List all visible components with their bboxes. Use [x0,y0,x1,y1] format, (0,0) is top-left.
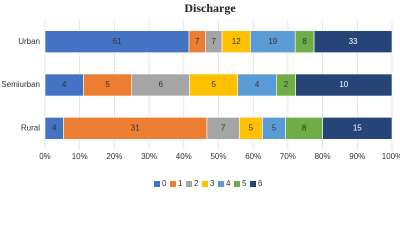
legend-label: 6 [258,179,263,188]
data-label: 5 [249,123,254,132]
data-label: 8 [302,37,307,46]
data-label: 8 [302,123,307,132]
data-label: 4 [52,123,57,132]
x-tick-label: 20% [106,152,122,161]
data-label: 5 [105,80,110,89]
x-tick-label: 100% [382,152,400,161]
bar-segment [322,117,393,140]
data-label: 6 [158,80,163,89]
bar-segment [295,73,393,97]
data-label: 7 [221,123,226,132]
legend-swatch [218,181,224,187]
x-tick-label: 80% [315,152,331,161]
data-label: 7 [212,37,217,46]
x-tick-label: 30% [141,152,157,161]
x-tick-label: 70% [280,152,296,161]
x-tick-label: 40% [176,152,192,161]
legend-label: 1 [178,179,183,188]
x-tick-label: 0% [39,152,51,161]
data-label: 5 [272,123,277,132]
data-label: 33 [349,37,358,46]
data-label: 7 [195,37,200,46]
x-tick-label: 50% [210,152,226,161]
data-label: 4 [62,80,67,89]
data-label: 61 [113,37,122,46]
data-label: 4 [255,80,260,89]
data-label: 10 [339,80,348,89]
legend-label: 5 [242,179,247,188]
y-tick-label: Rural [21,123,40,132]
y-tick-label: Semiurban [1,80,40,89]
data-label: 31 [131,123,140,132]
legend-swatch [154,181,160,187]
legend-swatch [170,181,176,187]
data-label: 5 [211,80,216,89]
legend-swatch [234,181,240,187]
chart-title: Discharge [184,1,236,15]
x-tick-label: 90% [349,152,365,161]
chart: Discharge 0% 10% 20% 30% 40% 50% 60% 70% 80% 90% 1… [1,1,400,188]
x-tick-label: 60% [245,152,261,161]
y-tick-label: Urban [18,37,40,46]
legend-swatch [202,181,208,187]
legend-swatch [186,181,192,187]
data-label: 19 [268,37,277,46]
bar-segment [313,30,393,53]
data-label: 12 [232,37,241,46]
legend-label: 2 [194,179,199,188]
data-label: 15 [353,123,362,132]
x-tick-label: 10% [72,152,88,161]
legend-swatch [250,181,256,187]
legend-label: 0 [162,179,167,188]
legend-label: 4 [226,179,231,188]
data-label: 2 [284,80,289,89]
legend-label: 3 [210,179,215,188]
